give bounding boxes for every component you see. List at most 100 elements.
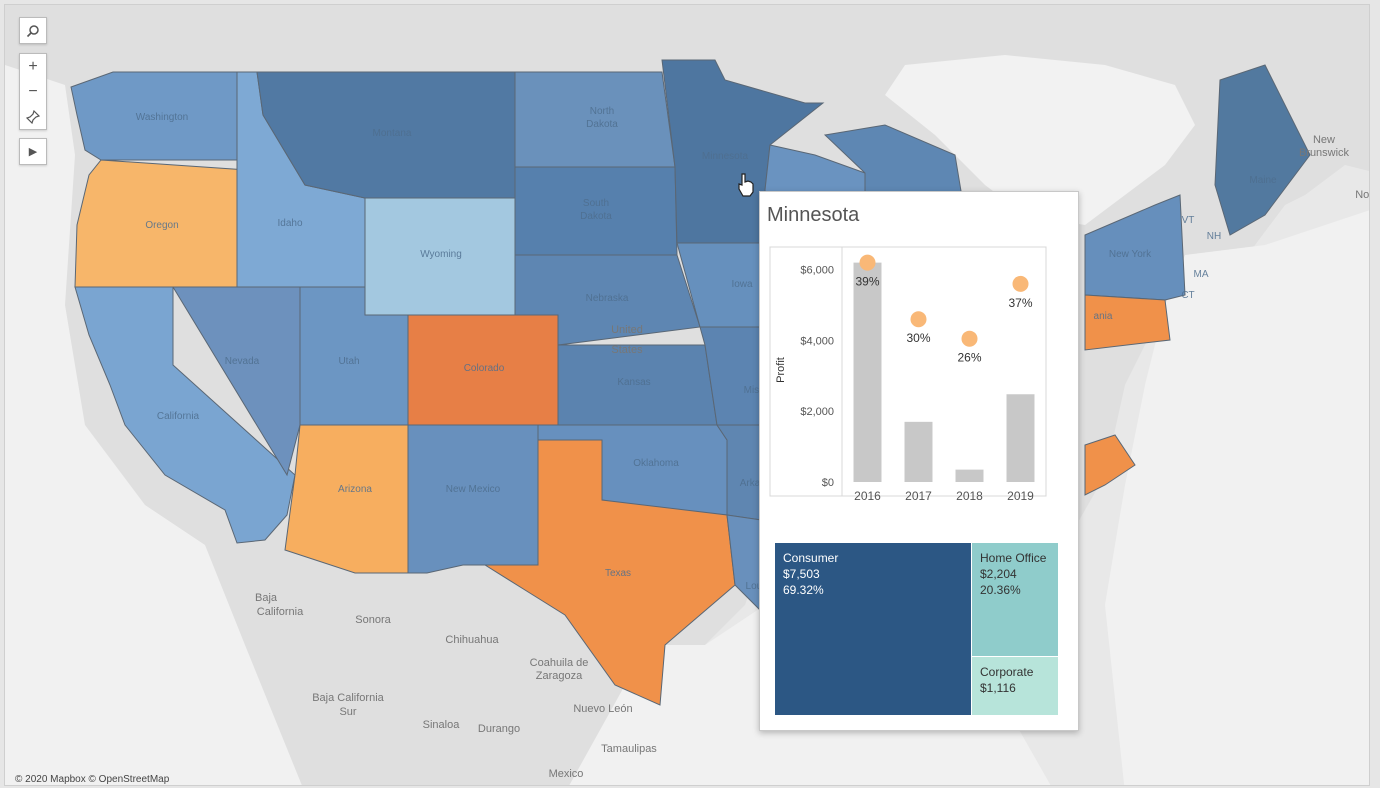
- margin-label: 30%: [906, 331, 930, 345]
- margin-point[interactable]: [859, 254, 876, 271]
- basemap-label: Baja California: [312, 692, 384, 704]
- y-tick-label: $4,000: [800, 335, 834, 347]
- treemap-corporate[interactable]: Corporate $1,116: [972, 657, 1058, 715]
- state-label: New York: [1109, 249, 1152, 260]
- y-tick-label: $0: [822, 477, 834, 489]
- state-label: Nevada: [225, 356, 260, 367]
- x-tick-label: 2017: [905, 489, 932, 503]
- profit-bar[interactable]: [853, 262, 882, 482]
- segment-name: Corporate: [980, 665, 1034, 679]
- state-arizona[interactable]: [284, 424, 409, 574]
- state-label: Arizona: [338, 484, 372, 495]
- state-label: Colorado: [464, 363, 505, 374]
- state-label: Missi: [744, 385, 767, 396]
- basemap-label: Nuevo León: [573, 703, 632, 715]
- state-washington[interactable]: [70, 71, 238, 161]
- basemap-label: Zaragoza: [536, 670, 583, 682]
- map-controls: + −: [19, 53, 47, 130]
- tooltip-title: Minnesota: [767, 204, 860, 226]
- margin-point[interactable]: [910, 311, 927, 328]
- basemap-label: Sinaloa: [423, 719, 461, 731]
- x-tick-label: 2018: [956, 489, 983, 503]
- zoom-out-button[interactable]: −: [28, 82, 38, 100]
- state-label: Utah: [338, 356, 359, 367]
- treemap-consumer[interactable]: Consumer $7,503 69.32%: [775, 543, 971, 715]
- great-lakes-water: [885, 55, 1195, 225]
- state-label: New Mexico: [446, 484, 501, 495]
- state-label: Dakota: [580, 211, 612, 222]
- state-label: Kansas: [617, 377, 650, 388]
- choropleth-map[interactable]: Washington Oregon California Idaho Nevada Mon…: [5, 5, 1370, 786]
- margin-point[interactable]: [1012, 275, 1029, 292]
- basemap-label: Chihuahua: [445, 634, 499, 646]
- play-icon[interactable]: ▶: [28, 146, 38, 158]
- state-label: Arka: [740, 478, 761, 489]
- state-label: CT: [1181, 290, 1194, 301]
- state-new-mexico[interactable]: [407, 424, 539, 574]
- state-label: NH: [1207, 231, 1221, 242]
- state-label: South: [583, 198, 609, 209]
- map-attribution[interactable]: © 2020 Mapbox © OpenStreetMap: [15, 774, 170, 785]
- state-label: Montana: [373, 128, 412, 139]
- atlantic-water: [1105, 210, 1369, 785]
- state-california[interactable]: [74, 286, 296, 544]
- state-texas[interactable]: [463, 439, 736, 706]
- basemap-label: Durango: [478, 723, 520, 735]
- state-label: Minnesota: [702, 151, 749, 162]
- segment-percent: 69.32%: [783, 583, 824, 597]
- state-label: Dakota: [586, 119, 618, 130]
- state-label: Oklahoma: [633, 458, 679, 469]
- basemap-label: Coahuila de: [530, 657, 589, 669]
- profit-chart: Profit 39% 30% 26% 37% $0 $2,000 $4,000 $6,000…: [769, 246, 1047, 503]
- segment-value: $2,204: [980, 567, 1017, 581]
- basemap-label: Sur: [339, 706, 356, 718]
- search-icon[interactable]: [20, 18, 46, 43]
- state-label: MA: [1194, 269, 1209, 280]
- basemap-label: Tamaulipas: [601, 743, 657, 755]
- segment-name: Consumer: [783, 551, 839, 565]
- segment-value: $7,503: [783, 567, 820, 581]
- map-view[interactable]: Washington Oregon California Idaho Nevada Mon…: [4, 4, 1370, 786]
- basemap-label: Mexico: [549, 768, 584, 780]
- pacific-water: [5, 65, 302, 785]
- state-maine[interactable]: [1214, 64, 1311, 236]
- margin-label: 39%: [855, 275, 879, 289]
- treemap-home-office[interactable]: Home Office $2,204 20.36%: [972, 543, 1058, 656]
- profit-bar[interactable]: [955, 469, 984, 482]
- y-axis-label: Profit: [775, 357, 787, 383]
- basemap-label: California: [257, 606, 304, 618]
- margin-point[interactable]: [961, 330, 978, 347]
- x-tick-label: 2016: [854, 489, 881, 503]
- state-label: Loui: [746, 581, 765, 592]
- state-pennsylvania[interactable]: [1084, 294, 1171, 351]
- zoom-in-button[interactable]: +: [28, 57, 38, 75]
- state-label: Idaho: [277, 218, 302, 229]
- profit-bar[interactable]: [904, 421, 933, 482]
- margin-label: 26%: [957, 351, 981, 365]
- state-label: Oregon: [145, 220, 178, 231]
- y-tick-label: $6,000: [800, 265, 834, 277]
- basemap-label: States: [611, 344, 643, 356]
- basemap-label: Nov: [1355, 189, 1370, 201]
- state-label: Texas: [605, 568, 631, 579]
- basemap-label: United: [611, 324, 643, 336]
- segment-percent: 20.36%: [980, 583, 1021, 597]
- tooltip-panel: Minnesota Profit 39% 30% 26% 37% $0 $2,000 $4…: [759, 191, 1079, 731]
- state-label: ania: [1094, 311, 1113, 322]
- state-north-carolina[interactable]: [1084, 434, 1136, 496]
- state-label: Washington: [136, 112, 188, 123]
- state-label: VT: [1182, 215, 1195, 226]
- basemap-label: Baja: [255, 592, 278, 604]
- pin-icon[interactable]: [20, 104, 46, 129]
- state-label: Wyoming: [420, 249, 462, 260]
- search-toolbar: [19, 17, 47, 44]
- margin-label: 37%: [1008, 296, 1032, 310]
- play-toolbar: ▶: [19, 138, 47, 165]
- segment-name: Home Office: [980, 551, 1047, 565]
- basemap-label: New: [1313, 134, 1335, 146]
- state-label: Nebraska: [586, 293, 629, 304]
- profit-bar[interactable]: [1006, 394, 1035, 482]
- segment-value: $1,116: [980, 681, 1016, 695]
- y-tick-label: $2,000: [800, 406, 834, 418]
- hand-cursor-icon: [738, 173, 754, 197]
